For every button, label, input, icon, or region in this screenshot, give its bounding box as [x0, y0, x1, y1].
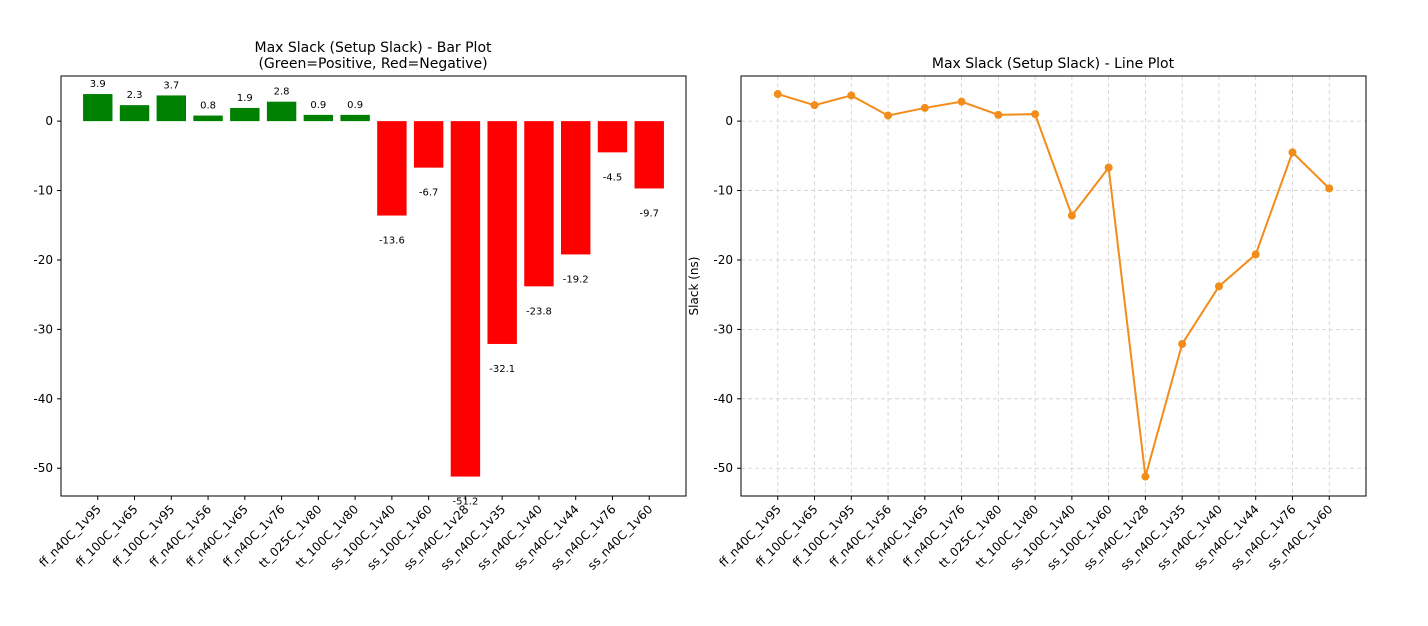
bar	[266, 101, 297, 122]
bar	[561, 121, 591, 255]
bar-data-label: -51.2	[452, 497, 478, 508]
bar-data-label: -32.1	[489, 364, 515, 375]
bar	[413, 121, 444, 168]
bar-data-label: 2.3	[127, 90, 143, 101]
data-point	[773, 90, 782, 99]
line-chart-panel: Max Slack (Setup Slack) - Line Plot Slac…	[687, 56, 1367, 573]
x-tick-label: ss_n40C_1v60	[585, 502, 656, 573]
bar-data-label: -19.2	[563, 274, 589, 285]
data-point	[1031, 110, 1040, 119]
x-tick-label: ss_n40C_1v35	[1118, 502, 1189, 573]
x-tick-label: ss_100C_1v40	[327, 502, 398, 573]
x-tick-label: ss_n40C_1v28	[1081, 502, 1152, 573]
y-tick-label: -30	[33, 322, 53, 336]
x-tick-label: ss_n40C_1v40	[475, 502, 546, 573]
bar	[230, 107, 260, 122]
line-chart-plot-area: 0-10-20-30-40-50ff_n40C_1v95ff_100C_1v65…	[713, 75, 1367, 573]
y-tick-label: -50	[713, 461, 733, 475]
bar-data-label: 3.9	[90, 79, 106, 90]
bar	[597, 121, 628, 153]
y-tick-label: -50	[33, 461, 53, 475]
x-tick-label: ss_n40C_1v44	[511, 502, 582, 573]
data-point	[1288, 148, 1297, 157]
x-tick-label: ss_n40C_1v76	[548, 502, 619, 573]
x-tick-label: ss_n40C_1v28	[401, 502, 472, 573]
data-point	[1141, 472, 1150, 481]
data-point	[847, 91, 856, 100]
bar-data-label: 0.9	[310, 100, 326, 111]
data-point	[957, 97, 966, 106]
x-tick-label: ss_n40C_1v44	[1191, 502, 1262, 573]
bar	[83, 94, 113, 122]
bar-data-label: -6.7	[419, 188, 439, 199]
y-tick-label: -30	[713, 322, 733, 336]
bar-data-label: -9.7	[639, 208, 659, 219]
bar	[634, 121, 664, 189]
x-tick-label: ss_100C_1v40	[1007, 502, 1078, 573]
bar	[377, 121, 407, 216]
bar	[450, 121, 481, 477]
x-tick-label: ff_n40C_1v95	[36, 502, 104, 570]
bar	[487, 121, 517, 344]
x-tick-label: ss_n40C_1v76	[1228, 502, 1299, 573]
bar	[340, 114, 370, 122]
x-tick-label: ss_n40C_1v40	[1155, 502, 1226, 573]
y-tick-label: -10	[33, 184, 53, 198]
bar-data-label: 3.7	[163, 80, 179, 91]
line-chart-title: Max Slack (Setup Slack) - Line Plot	[932, 56, 1175, 72]
bar-data-label: 0.9	[347, 100, 363, 111]
y-tick-label: -20	[713, 253, 733, 267]
data-point	[920, 103, 929, 112]
y-tick-label: -40	[33, 392, 53, 406]
bar-chart-title: Max Slack (Setup Slack) - Bar Plot	[254, 40, 492, 56]
data-point	[994, 110, 1003, 119]
bar	[524, 121, 554, 287]
bar-data-label: -23.8	[526, 306, 552, 317]
bar-chart-plot-area: 3.9 2.3 3.7 0.8 1.9 2.8 0.9 0.9 -13.6 -6.7 -51.2 -3…	[33, 75, 687, 573]
data-point	[1251, 250, 1260, 259]
data-point	[810, 101, 819, 110]
y-tick-label: 0	[45, 114, 53, 128]
bar-data-label: 2.8	[274, 87, 290, 98]
data-point	[1325, 184, 1334, 193]
y-tick-label: -40	[713, 392, 733, 406]
data-point	[884, 111, 893, 120]
data-point	[1067, 211, 1076, 220]
data-point	[1178, 339, 1187, 348]
bar-data-label: -4.5	[603, 172, 623, 183]
axes-frame	[740, 75, 1367, 497]
axes-frame	[60, 75, 687, 497]
x-tick-label: ss_n40C_1v60	[1265, 502, 1336, 573]
bar-chart-panel: Max Slack (Setup Slack) - Bar Plot (Gree…	[33, 40, 687, 573]
bar	[193, 115, 223, 122]
line-chart-ylabel: Slack (ns)	[687, 257, 701, 316]
x-tick-label: ss_100C_1v60	[1044, 502, 1115, 573]
y-tick-label: -10	[713, 184, 733, 198]
x-tick-label: ff_n40C_1v95	[716, 502, 784, 570]
bar	[156, 95, 186, 122]
bar-data-label: 1.9	[237, 93, 253, 104]
bar-chart-subtitle: (Green=Positive, Red=Negative)	[258, 56, 487, 72]
series-line	[777, 93, 1330, 477]
y-tick-label: -20	[33, 253, 53, 267]
data-point	[1214, 282, 1223, 291]
data-point	[1104, 163, 1113, 172]
bar	[119, 105, 150, 122]
x-tick-label: ss_100C_1v60	[364, 502, 435, 573]
y-tick-label: 0	[725, 114, 733, 128]
bar	[303, 114, 334, 122]
x-tick-label: ss_n40C_1v35	[438, 502, 509, 573]
bar-data-label: -13.6	[379, 236, 405, 247]
bar-data-label: 0.8	[200, 101, 216, 112]
